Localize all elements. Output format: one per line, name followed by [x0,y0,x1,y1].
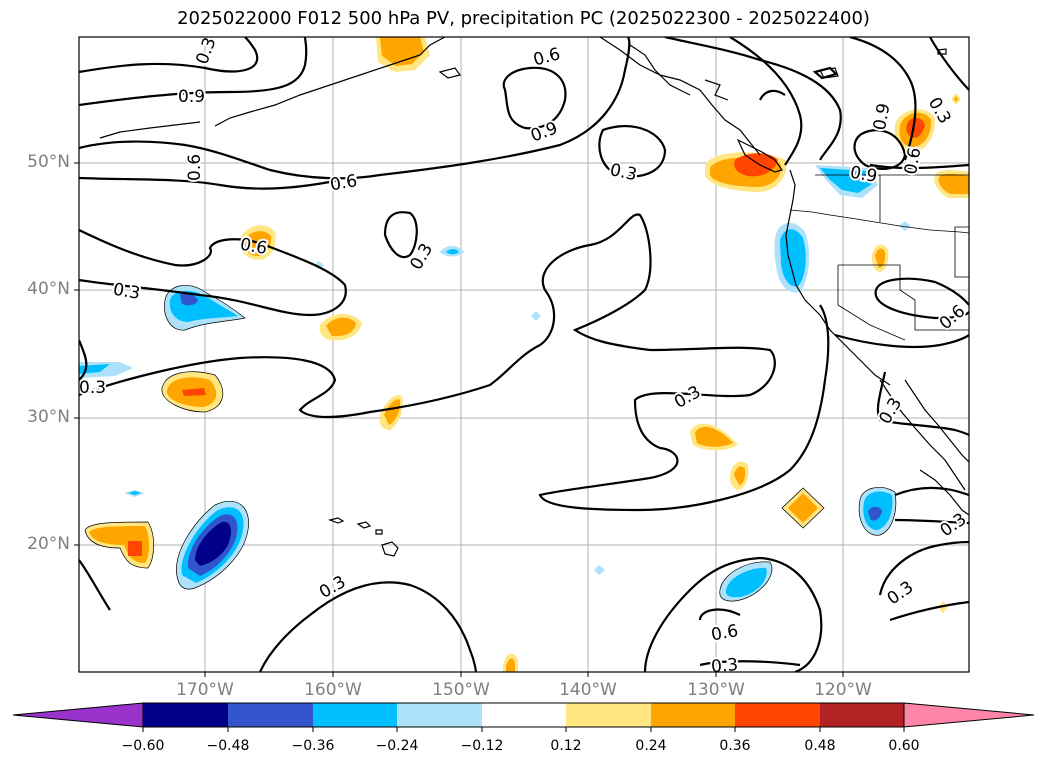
colorbar-tick-label: −0.24 [375,738,419,754]
map-title: 2025022000 F012 500 hPa PV, precipitatio… [177,8,870,29]
colorbar-bin [735,703,820,727]
colorbar-extend-low [12,702,144,728]
lon-label-120w: 120°W [814,680,872,700]
colorbar-tick-label: −0.48 [206,738,250,754]
lat-label-50n: 50°N [27,152,70,172]
colorbar-extend-high [903,702,1035,728]
precip-outlines [84,284,897,602]
colorbar-bin [397,703,482,727]
colorbar-bin [143,703,228,727]
lon-label-130w: 130°W [687,680,745,700]
colorbar-bin [228,703,313,727]
colorbar-bin [482,703,566,727]
colorbar-bin [820,703,904,727]
contour-label: 0.3 [79,378,106,398]
axis-ticks [74,162,844,677]
colorbar-bin [566,703,651,727]
colorbar-tick-label: 0.48 [804,738,836,754]
precip-shading [79,37,969,672]
colorbar [12,702,1035,732]
lat-label-20n: 20°N [27,534,70,554]
colorbar-tick-label: 0.36 [719,738,751,754]
colorbar-bin [313,703,397,727]
lat-label-30n: 30°N [27,407,70,427]
colorbar-tick-label: 0.12 [550,738,582,754]
lon-label-160w: 160°W [304,680,362,700]
contour-label: 0.3 [710,655,739,677]
contour-label: 0.6 [238,235,268,259]
colorbar-tick-label: −0.36 [291,738,335,754]
colorbar-tick-label: 0.60 [888,738,920,754]
colorbar-border [142,702,905,728]
lon-label-150w: 150°W [432,680,490,700]
colorbar-tick-label: −0.12 [460,738,504,754]
coastlines [99,37,969,557]
pv-contours [79,37,969,672]
colorbar-tick-label: −0.60 [121,738,165,754]
contour-label: 0.9 [178,87,205,107]
map-frame [78,36,970,673]
colorbar-tick-label: 0.24 [635,738,667,754]
lon-label-170w: 170°W [176,680,234,700]
lon-label-140w: 140°W [559,680,617,700]
lat-label-40n: 40°N [27,279,70,299]
contour-label: 0.9 [870,102,894,132]
contour-label: 0.6 [185,154,205,181]
colorbar-bin [651,703,735,727]
